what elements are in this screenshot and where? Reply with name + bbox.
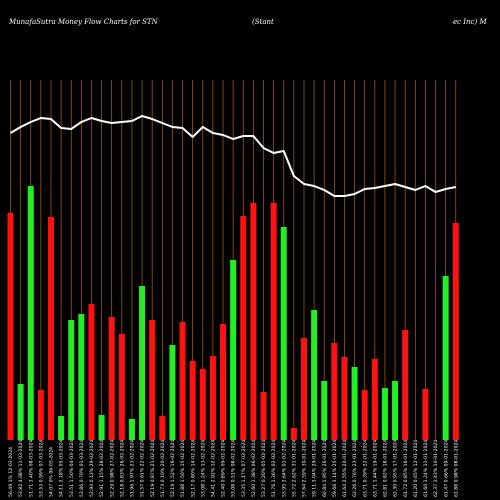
line-layer [9, 115, 456, 197]
x-tick-label: 52.19 1.52% 16-02-2024 [170, 440, 176, 497]
bar [371, 359, 378, 440]
x-tick-label: 63.71 1.44% 19-01-2024 [372, 440, 378, 497]
chart-title: MunafaSutra Money Flow Charts for STN [8, 18, 159, 26]
x-tick-label: 51.71 3.40% 08-03-2024 [28, 440, 34, 497]
x-tick-labels: 56.49 1% 12-03-2024 53.82 4.08% 11-03-202… [8, 440, 459, 497]
x-tick-label: 53.08 0.51% 08-02-2024 [231, 440, 237, 497]
x-tick-label: 52.93 0.12% 29-02-2024 [89, 440, 95, 497]
x-tick-label: 53.53 0.99% 07-03-2024 [38, 440, 44, 497]
x-tick-label: 52.91 1.15% 28-02-2024 [99, 440, 105, 497]
x-tick-label: 61.60 1.24% 11-01-2024 [423, 440, 429, 497]
x-tick-label: 51.57 0.61% 22-02-2024 [140, 440, 146, 497]
bar [230, 260, 237, 440]
x-tick-label: 61.47 0.66% 09-01-2024 [443, 440, 449, 497]
x-tick-label: 61.88 0.98% 08-01-2024 [453, 440, 459, 497]
x-tick-label: 59.11 3.04% 29-01-2024 [312, 440, 318, 497]
bar [260, 392, 267, 440]
bar [169, 345, 176, 440]
bar [88, 304, 95, 440]
bar [139, 286, 146, 440]
bar [300, 338, 307, 440]
bar [341, 357, 348, 440]
x-tick-label: 53.86 0.70% 01-03-2024 [79, 440, 85, 497]
x-tick-label: 53.95 2.64% 01-02-2024 [281, 440, 287, 497]
bar [209, 356, 216, 440]
bar [311, 310, 318, 440]
bar [98, 415, 105, 440]
bar [422, 389, 429, 440]
chart-subtitle-tail: ec Inc) M [453, 18, 487, 26]
bar [68, 320, 75, 440]
bar [321, 381, 328, 440]
bar [17, 384, 24, 440]
bar [280, 227, 287, 440]
x-tick-label: 56.49 1% 12-03-2024 [8, 447, 14, 497]
bar [47, 217, 54, 440]
x-tick-label: 62.81 0.82% 18-01-2024 [383, 440, 389, 497]
x-tick-label: 62.30 0.95% 17-01-2024 [393, 440, 399, 497]
bar [361, 390, 368, 440]
bar [37, 390, 44, 440]
x-tick-label: 62.37 1.43% 10-01-2024 [433, 440, 439, 497]
bar [392, 381, 399, 440]
x-tick-label: 52.60 1.38% 06-02-2024 [251, 440, 257, 497]
x-tick-label: 63.71 0.39% 22-01-2024 [362, 440, 368, 497]
bar [331, 343, 338, 440]
bars [7, 186, 459, 440]
bar [240, 216, 247, 440]
x-tick-label: 54.41 2.92% 12-02-2024 [211, 440, 217, 497]
x-tick-label: 51.88 1.50% 15-02-2024 [180, 440, 186, 497]
x-tick-label: 51.76 1.36% 02-02-2024 [271, 440, 277, 497]
bar [290, 428, 297, 440]
x-tick-label: 52.40 0.89% 09-02-2024 [221, 440, 227, 497]
bar [159, 416, 166, 440]
bar [27, 186, 34, 440]
x-tick-label: 54.11 2.18% 05-03-2024 [59, 440, 65, 497]
x-tick-label: 61.20 0.65% 12-01-2024 [413, 440, 419, 497]
bar [442, 276, 449, 440]
x-tick-label: 63.26 0.76% 23-01-2024 [352, 440, 358, 497]
x-tick-label: 52.18 0.83% 26-02-2024 [119, 440, 125, 497]
bar [128, 419, 135, 440]
x-tick-label: 53.35 1.17% 07-02-2024 [241, 440, 247, 497]
x-tick-label: 59.66 3.14% 25-01-2024 [332, 440, 338, 497]
x-tick-label: 51.96 1.97% 23-02-2024 [130, 440, 136, 497]
bar [452, 223, 459, 440]
bar [199, 369, 206, 440]
bar [108, 317, 115, 440]
x-tick-label: 52.17 0.80% 14-02-2024 [190, 440, 196, 497]
x-tick-label: 55.72 2.62% 31-01-2024 [291, 440, 297, 497]
bar [402, 330, 409, 440]
bar [78, 314, 85, 440]
bar [179, 322, 186, 440]
bar [118, 334, 125, 440]
x-tick-label: 60.84 1.95% 26-01-2024 [322, 440, 328, 497]
x-tick-label: 57.64 2.59% 30-01-2024 [302, 440, 308, 497]
x-tick-label: 61.72 0.85% 16-01-2024 [403, 440, 409, 497]
x-tick-label: 53.82 4.08% 11-03-2024 [18, 440, 24, 497]
x-tick-label: 51.73 0.10% 20-02-2024 [160, 440, 166, 497]
bar [189, 361, 196, 440]
x-tick-label: 61.64 2.55% 24-01-2024 [342, 440, 348, 497]
bar [270, 203, 277, 440]
x-tick-label: 54.07 0% 06-03-2024 [49, 447, 55, 497]
bar [250, 203, 257, 440]
bar [381, 388, 388, 440]
x-tick-label: 52.29 0.98% 27-02-2024 [109, 440, 115, 497]
x-tick-label: 52.19 0.87% 21-02-2024 [150, 440, 156, 497]
bar [7, 213, 14, 440]
bar [351, 367, 358, 440]
bar [58, 416, 65, 440]
x-tick-label: 53.51 1.50% 04-03-2024 [69, 440, 75, 497]
money-flow-line [9, 115, 456, 197]
bar [220, 324, 227, 440]
x-tick-label: 53.27 0.20% 05-02-2024 [261, 440, 267, 497]
bar [149, 320, 156, 440]
chart-subtitle: (Stant [252, 18, 274, 26]
x-tick-label: 53.08 1.24% 13-02-2024 [200, 440, 206, 497]
